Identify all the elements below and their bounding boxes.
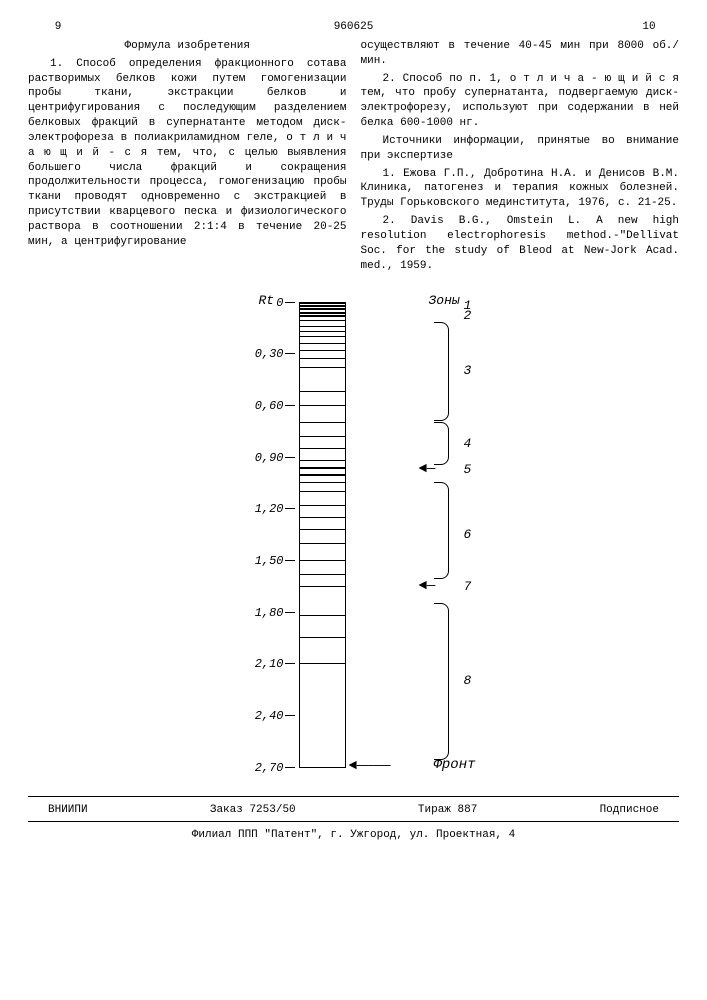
gel-band — [300, 422, 345, 423]
gel-band — [300, 505, 345, 506]
gel-band — [300, 305, 345, 307]
zone-arrow-icon: ◄— — [419, 460, 436, 479]
gel-band — [300, 436, 345, 437]
gel-band — [300, 560, 345, 561]
front-label: Фронт — [434, 756, 476, 775]
ytick-label: 0,90 — [246, 450, 284, 466]
ytick-label: 0,30 — [246, 346, 284, 362]
gel-band — [300, 326, 345, 327]
gel-band — [300, 358, 345, 359]
gel-band — [300, 331, 345, 332]
ytick-mark — [285, 353, 295, 354]
ytick-label: 0 — [246, 295, 284, 311]
zone-number: 7 — [464, 578, 472, 596]
gel-band — [300, 663, 345, 664]
zone-arrow-icon: ◄— — [419, 577, 436, 596]
left-column: Формула изобретения 1. Способ определени… — [28, 39, 347, 277]
footer-address: Филиал ППП "Патент", г. Ужгород, ул. Про… — [28, 828, 679, 843]
electrophoresis-diagram: Rt Зоны 00,300,600,901,201,501,802,102,4… — [134, 292, 574, 782]
gel-band — [300, 460, 345, 461]
page-header: 9 960625 10 — [28, 20, 679, 35]
ytick-label: 1,20 — [246, 501, 284, 517]
claim-2: 2. Способ по п. 1, о т л и ч а - ю щ и й… — [361, 72, 680, 131]
gel-band — [300, 336, 345, 337]
footer-org: ВНИИПИ — [48, 803, 88, 818]
footer-tirage: Тираж 887 — [418, 803, 477, 818]
gel-band — [300, 529, 345, 530]
page-right: 10 — [619, 20, 679, 35]
zone-brace — [434, 322, 449, 420]
gel-band — [300, 615, 345, 616]
ytick-label: 2,10 — [246, 656, 284, 672]
zone-brace — [434, 422, 449, 465]
gel-column — [299, 302, 346, 768]
doc-number: 960625 — [88, 20, 619, 35]
ytick-mark — [285, 508, 295, 509]
zone-number: 6 — [464, 526, 472, 544]
gel-band — [300, 350, 345, 351]
zone-number: 2 — [464, 307, 472, 325]
source-2: 2. Davis B.G., Omstein L. A new high res… — [361, 214, 680, 273]
ytick-mark — [285, 612, 295, 613]
zone-number: 4 — [464, 435, 472, 453]
ytick-mark — [285, 663, 295, 664]
gel-band — [300, 586, 345, 587]
separator-line-2 — [28, 821, 679, 822]
ytick-label: 1,50 — [246, 553, 284, 569]
page-left: 9 — [28, 20, 88, 35]
ytick-mark — [285, 405, 295, 406]
text-columns: Формула изобретения 1. Способ определени… — [28, 39, 679, 277]
zone-number: 5 — [464, 461, 472, 479]
gel-band — [300, 543, 345, 544]
gel-band — [300, 517, 345, 518]
gel-band — [300, 302, 345, 304]
gel-band — [300, 391, 345, 392]
ytick-label: 0,60 — [246, 398, 284, 414]
gel-band — [300, 308, 345, 310]
gel-band — [300, 467, 345, 469]
ytick-mark — [285, 715, 295, 716]
ytick-mark — [285, 767, 295, 768]
footer-order: Заказ 7253/50 — [210, 803, 296, 818]
ytick-label: 2,70 — [246, 760, 284, 776]
zone-brace — [434, 482, 449, 579]
sources-heading: Источники информации, принятые во вниман… — [361, 134, 680, 164]
claim-1: 1. Способ определения фракционного сотав… — [28, 57, 347, 250]
gel-band — [300, 474, 345, 476]
source-1: 1. Ежова Г.П., Добротина Н.А. и Денисов … — [361, 167, 680, 212]
claim-1-cont: осуществляют в течение 40-45 мин при 800… — [361, 39, 680, 69]
gel-band — [300, 482, 345, 483]
ytick-mark — [285, 302, 295, 303]
gel-band — [300, 637, 345, 638]
gel-band — [300, 320, 345, 321]
zones-label: Зоны — [429, 292, 460, 310]
gel-band — [300, 448, 345, 449]
gel-band — [300, 574, 345, 575]
footer-row-1: ВНИИПИ Заказ 7253/50 Тираж 887 Подписное — [48, 803, 659, 818]
ytick-mark — [285, 457, 295, 458]
gel-band — [300, 491, 345, 492]
front-arrow-icon: ◄———— — [349, 757, 391, 776]
footer-sign: Подписное — [600, 803, 659, 818]
ytick-label: 2,40 — [246, 708, 284, 724]
ytick-mark — [285, 560, 295, 561]
ytick-label: 1,80 — [246, 605, 284, 621]
zone-number: 3 — [464, 362, 472, 380]
zone-number: 8 — [464, 672, 472, 690]
right-column: осуществляют в течение 40-45 мин при 800… — [361, 39, 680, 277]
zone-brace — [434, 603, 449, 760]
claims-title: Формула изобретения — [28, 39, 347, 54]
gel-band — [300, 405, 345, 406]
gel-band — [300, 367, 345, 368]
gel-band — [300, 312, 345, 314]
separator-line — [28, 796, 679, 797]
gel-band — [300, 343, 345, 344]
gel-band — [300, 315, 345, 317]
